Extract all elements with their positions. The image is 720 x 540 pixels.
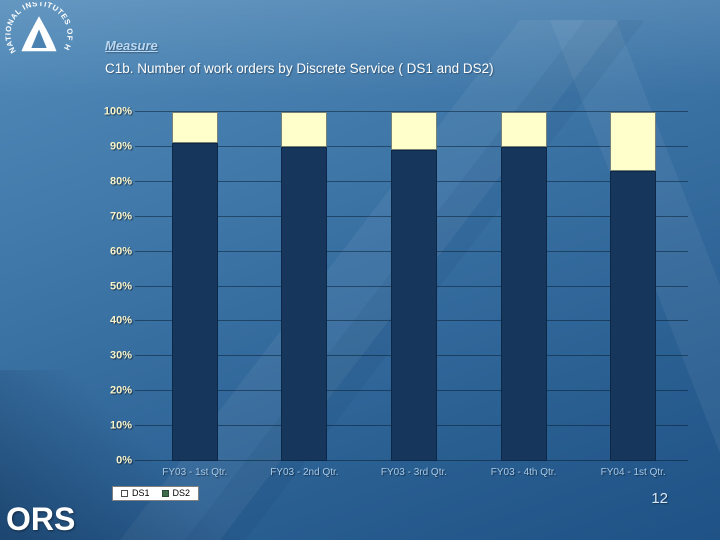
bar-segment-ds1 <box>390 150 437 461</box>
bar-segment-ds1 <box>610 171 657 461</box>
x-axis-tick-label: FY03 - 1st Qtr. <box>162 467 228 478</box>
bar-slot <box>140 112 250 461</box>
bar-slot <box>469 112 579 461</box>
y-axis-tick-label: 30% <box>109 349 132 362</box>
nih-logo-emblem-cutout <box>31 29 47 48</box>
y-axis-tick-label: 90% <box>109 140 132 153</box>
bar-slot <box>359 112 469 461</box>
y-axis: 0% 10% 20% 30% 40% 50% 60% 70% 80% 90% 100% <box>92 106 136 466</box>
legend-marker-icon <box>161 490 169 497</box>
chart-plot-area <box>135 111 688 461</box>
ors-wordmark: ORS <box>6 501 76 537</box>
x-axis-tick-label: FY04 - 1st Qtr. <box>600 467 666 478</box>
bar-slot <box>250 112 360 461</box>
bar-segment-ds1 <box>171 143 218 461</box>
legend-label: DS2 <box>172 488 191 498</box>
bar-segment-ds1 <box>281 146 328 461</box>
stacked-bar <box>171 112 218 461</box>
y-axis-tick-label: 70% <box>109 210 132 223</box>
bar-segment-ds2 <box>390 112 437 151</box>
chart-bars <box>140 112 688 461</box>
bar-segment-ds2 <box>610 112 657 172</box>
y-axis-tick-label: 40% <box>109 314 132 327</box>
y-axis-tick-label: 20% <box>109 384 132 397</box>
page-number: 12 <box>651 490 668 507</box>
bar-segment-ds2 <box>171 112 218 144</box>
y-axis-tick-label: 50% <box>109 280 132 292</box>
x-axis-tick-label: FY03 - 2nd Qtr. <box>270 467 339 478</box>
stacked-bar <box>500 112 547 461</box>
bar-slot <box>578 112 688 461</box>
slide-kicker: Measure <box>105 38 158 53</box>
x-axis: FY03 - 1st Qtr. FY03 - 2nd Qtr. FY03 - 3rd… <box>140 467 688 478</box>
y-axis-tick-label: 0% <box>116 454 132 467</box>
slide-title: C1b. Number of work orders by Discrete S… <box>105 61 494 76</box>
nih-logo-icon: NATIONAL INSTITUTES OF HEALTH <box>4 2 74 55</box>
bar-segment-ds1 <box>500 146 547 461</box>
stacked-bar <box>610 112 657 461</box>
legend-item-ds2: DS2 <box>161 488 191 498</box>
legend-label: DS1 <box>132 488 150 498</box>
stacked-bar <box>281 112 328 461</box>
x-axis-tick-label: FY03 - 3rd Qtr. <box>380 467 448 478</box>
y-axis-tick-label: 60% <box>109 245 132 258</box>
legend-item-ds1: DS1 <box>121 489 150 498</box>
stacked-bar <box>390 112 437 461</box>
bar-segment-ds2 <box>281 112 328 147</box>
y-axis-tick-label: 10% <box>109 419 132 432</box>
chart-legend: DS1 DS2 <box>112 486 200 501</box>
y-axis-tick-label: 80% <box>109 175 132 188</box>
legend-marker-icon <box>121 490 128 497</box>
y-axis-tick-label: 100% <box>103 105 132 118</box>
title-band <box>0 0 720 96</box>
bar-segment-ds2 <box>500 112 547 147</box>
gridline <box>135 111 688 112</box>
x-axis-tick-label: FY03 - 4th Qtr. <box>490 467 557 478</box>
